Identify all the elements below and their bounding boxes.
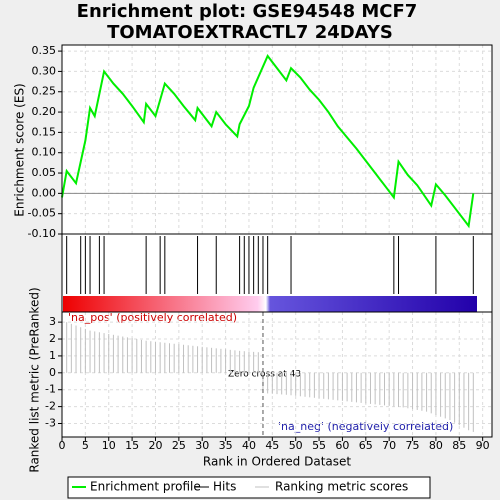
y-tick-label: -1 bbox=[45, 383, 56, 396]
y-tick-label: 0 bbox=[49, 366, 56, 379]
x-tick-label: 45 bbox=[265, 439, 279, 452]
x-tick-label: 75 bbox=[406, 439, 420, 452]
zero-cross-label: Zero cross at 43 bbox=[228, 370, 301, 380]
x-tick-label: 90 bbox=[476, 439, 490, 452]
x-tick-label: 40 bbox=[242, 439, 256, 452]
metric-axis-label: Ranked list metric (PreRanked) bbox=[28, 287, 42, 472]
x-tick-label: 65 bbox=[359, 439, 373, 452]
enrichment-line bbox=[61, 54, 475, 229]
legend bbox=[67, 476, 431, 499]
y-tick-label: 0.05 bbox=[32, 166, 57, 179]
y-tick-label: 0.35 bbox=[32, 44, 57, 57]
x-tick-label: 60 bbox=[335, 439, 349, 452]
legend-label: Enrichment profile bbox=[90, 480, 201, 494]
chart-title: Enrichment plot: GSE94548 MCF7 bbox=[77, 1, 418, 22]
y-tick-label: 2 bbox=[49, 332, 56, 345]
legend-label: Hits bbox=[213, 480, 236, 494]
x-tick-label: 5 bbox=[82, 439, 89, 452]
x-tick-label: 80 bbox=[429, 439, 443, 452]
x-tick-label: 55 bbox=[312, 439, 326, 452]
y-tick-label: 0.25 bbox=[32, 85, 57, 98]
x-tick-label: 25 bbox=[172, 439, 186, 452]
y-tick-label: 3 bbox=[49, 315, 56, 328]
pos-label: 'na_pos' (positively correlated) bbox=[68, 311, 237, 324]
y-tick-label: 1 bbox=[49, 349, 56, 362]
x-tick-label: 85 bbox=[452, 439, 466, 452]
x-tick-label: 70 bbox=[382, 439, 396, 452]
es-panel bbox=[62, 45, 492, 234]
y-tick-label: 0.30 bbox=[32, 64, 57, 77]
y-tick-label: 0.00 bbox=[32, 186, 57, 199]
y-tick-label: -0.05 bbox=[28, 207, 56, 220]
x-tick-label: 50 bbox=[289, 439, 303, 452]
chart-subtitle: TOMATOEXTRACTL7 24DAYS bbox=[107, 22, 393, 43]
color-band bbox=[63, 296, 477, 312]
y-tick-label: -2 bbox=[45, 400, 56, 413]
x-tick-label: 15 bbox=[125, 439, 139, 452]
y-tick-label: 0.15 bbox=[32, 125, 57, 138]
x-tick-label: 0 bbox=[59, 439, 66, 452]
x-tick-label: 10 bbox=[102, 439, 116, 452]
y-tick-label: 0.10 bbox=[32, 146, 57, 159]
x-axis-label: Rank in Ordered Dataset bbox=[203, 455, 351, 469]
y-axis-label: Enrichment score (ES) bbox=[13, 83, 27, 216]
x-tick-label: 20 bbox=[148, 439, 162, 452]
legend-label: Ranking metric scores bbox=[275, 480, 408, 494]
x-tick-label: 30 bbox=[195, 439, 209, 452]
y-tick-label: -3 bbox=[45, 416, 56, 429]
panel-border bbox=[61, 311, 493, 438]
y-tick-label: -0.10 bbox=[28, 227, 56, 240]
y-tick-label: 0.20 bbox=[32, 105, 57, 118]
x-tick-label: 35 bbox=[219, 439, 233, 452]
